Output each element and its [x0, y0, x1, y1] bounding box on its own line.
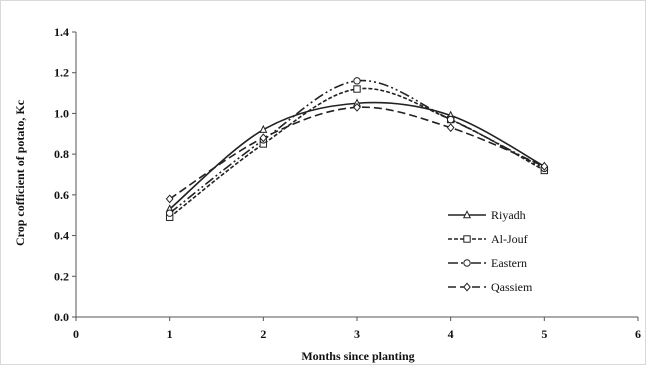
legend-item: Qassiem: [448, 280, 533, 294]
data-point: [165, 194, 174, 204]
x-tick-label: 4: [448, 327, 454, 341]
x-tick-label: 3: [354, 327, 360, 341]
series-line: [169, 101, 545, 210]
series-line: [169, 106, 545, 200]
y-tick-label: 0.0: [54, 310, 69, 324]
legend-swatch-marker: [463, 235, 471, 243]
x-tick-label: 5: [541, 327, 547, 341]
legend-layer: Riyadh Al-Jouf Eastern Qassiem: [448, 208, 533, 294]
legend-item: Eastern: [448, 256, 527, 270]
y-tick-label: 1.2: [54, 66, 69, 80]
data-point: [259, 124, 268, 133]
legend-item: Riyadh: [448, 208, 526, 222]
series-layer: [165, 77, 549, 221]
data-point: [540, 161, 549, 171]
data-point: [259, 133, 268, 143]
legend-label: Riyadh: [491, 208, 526, 222]
legend-item: Al-Jouf: [448, 232, 528, 246]
legend-label: Eastern: [491, 256, 527, 270]
data-point: [353, 85, 361, 93]
x-tick-label: 6: [635, 327, 641, 341]
legend-swatch-marker: [463, 259, 471, 267]
series-riyadh: [165, 98, 549, 213]
y-tick-label: 0.4: [54, 229, 69, 243]
y-tick-label: 0.2: [54, 269, 69, 283]
y-axis-title: Crop cofficient of potato, Kc: [13, 99, 27, 246]
legend-label: Qassiem: [491, 280, 533, 294]
x-tick-label: 0: [73, 327, 79, 341]
y-tick-label: 0.8: [54, 147, 69, 161]
legend-swatch-marker: [462, 210, 472, 219]
x-tick-label: 1: [167, 327, 173, 341]
axes-layer: 0.0 0.2 0.4 0.6 0.8 1.0 1.2 1.4 0 1 2 3 4 5 6: [54, 25, 641, 341]
y-tick-label: 1.4: [54, 25, 69, 39]
series-qassiem: [165, 102, 549, 204]
data-point: [353, 102, 361, 112]
legend-swatch-marker: [463, 282, 471, 292]
legend-label: Al-Jouf: [491, 232, 528, 246]
data-point: [353, 77, 361, 85]
y-tick-label: 1.0: [54, 106, 69, 120]
data-point: [446, 123, 455, 133]
data-point: [165, 209, 174, 217]
x-tick-label: 2: [260, 327, 266, 341]
y-tick-label: 0.6: [54, 188, 69, 202]
x-axis-title: Months since planting: [301, 349, 414, 363]
data-point: [446, 115, 455, 124]
